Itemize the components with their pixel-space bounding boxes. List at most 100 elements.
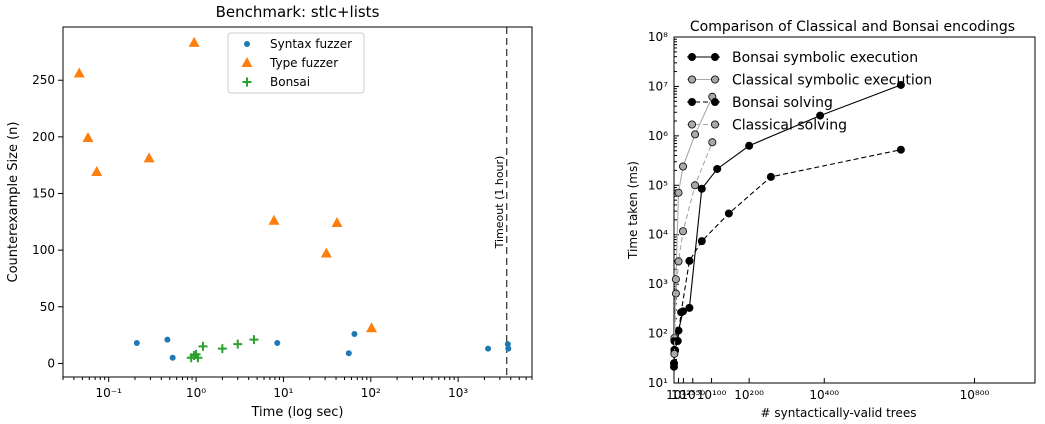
legend-label: Classical symbolic execution [732,73,932,89]
legend-marker [711,53,720,62]
bonsai-point [217,344,227,354]
legend-marker [241,57,253,67]
legend-marker [688,53,697,62]
type-fuzzer-point [320,247,332,258]
legend: Syntax fuzzer Type fuzzer Bonsai [227,32,365,94]
classical-symbolic-execution-point [674,188,683,197]
type-fuzzer-point [143,152,155,163]
bonsai-solving-point [677,308,686,317]
y-tick-label: 0 [47,356,55,370]
x-axis-label: Time (log sec) [251,405,344,420]
y-tick-label: 10⁶ [648,129,668,143]
type-fuzzer-point [366,322,378,333]
legend-marker [688,120,697,129]
classical-solving-point [671,289,680,298]
syntax-fuzzer-point [274,340,281,347]
legend-label: Bonsai [270,75,310,89]
classical-symbolic-execution-point [679,162,688,171]
syntax-fuzzer-point [485,345,492,352]
y-tick-label: 10³ [648,277,668,291]
bonsai-symbolic-execution-point [713,164,722,173]
legend-marker [688,98,697,107]
bonsai-solving-line [673,149,902,367]
bonsai-point [198,341,208,351]
bonsai-point [249,335,259,345]
type-fuzzer-point [82,132,94,143]
x-tick-label: 10¹² [666,388,691,402]
bonsai-symbolic-execution-point [896,80,905,89]
legend-marker [711,120,720,129]
legend-label: Bonsai solving [732,95,833,111]
x-tick-label: 10⁴⁰⁰ [809,388,839,402]
bonsai-solving-point [724,209,733,218]
classical-symbolic-execution-point [671,275,680,284]
x-tick-label: 10⁰ [186,386,206,400]
x-tick-label: 10³ [448,386,468,400]
syntax-fuzzer-point [169,354,176,361]
y-tick-label: 100 [32,243,55,257]
chart-title: Comparison of Classical and Bonsai encod… [690,19,1015,35]
syntax-fuzzer-point [504,341,511,348]
bonsai-symbolic-execution-point [685,303,694,312]
plot-frame [673,36,1036,384]
syntax-fuzzer-point [505,345,512,352]
legend-label: Syntax fuzzer [270,37,352,51]
legend-marker [242,77,252,87]
bonsai-symbolic-execution-point [745,141,754,150]
bonsai-solving-point [697,237,706,246]
bonsai-symbolic-execution-point [816,111,825,120]
classical-solving-point [708,138,717,147]
y-tick-label: 10⁸ [648,30,668,44]
type-fuzzer-point [73,67,85,78]
classical-solving-point [670,349,679,358]
syntax-fuzzer-point [351,330,358,337]
bonsai-point [233,339,243,349]
y-tick-label: 10⁴ [648,228,668,242]
legend-label: Type fuzzer [269,56,338,70]
legend-label: Classical solving [732,118,847,134]
data-lines [670,80,905,371]
legend-frame [227,32,365,94]
type-fuzzer-point [188,36,200,47]
x-tick-label: 10²⁰⁰ [734,388,764,402]
y-tick-label: 10¹ [648,376,668,390]
y-axis-label: Counterexample Size (n) [6,122,21,283]
bonsai-solving-point [685,256,694,265]
classical-symbolic-execution-point [691,130,700,139]
bonsai-point [193,353,203,363]
x-tick-label: 10¹ [273,386,293,400]
type-fuzzer-point [268,214,280,225]
legend-marker [244,41,250,47]
legend-label: Bonsai symbolic execution [732,50,918,66]
legend-marker [711,98,720,107]
bonsai-solving-point [896,145,905,154]
data-points [73,27,512,377]
x-tick-label: 10⁻¹ [95,386,122,400]
plot-frame [62,26,533,378]
legend: Bonsai symbolic execution Classical symbo… [687,50,932,134]
chart-title: Benchmark: stlc+lists [216,3,380,21]
syntax-fuzzer-point [164,336,171,343]
bonsai-solving-point [766,172,775,181]
y-tick-label: 10⁷ [648,79,668,93]
x-tick-label: 10⁸⁰⁰ [960,388,990,402]
type-fuzzer-point [331,216,343,227]
syntax-fuzzer-point [133,340,140,347]
y-tick-label: 10⁵ [648,178,668,192]
y-tick-label: 200 [32,130,55,144]
syntax-fuzzer-point [345,350,352,357]
legend-marker [711,75,720,84]
x-tick-label: 10²⁵ [671,388,696,402]
timeout-annotation: Timeout (1 hour) [493,156,506,250]
classical-solving-point [691,181,700,190]
bonsai-symbolic-execution-point [697,184,706,193]
y-tick-label: 150 [32,187,55,201]
y-tick-label: 50 [40,300,55,314]
y-tick-label: 10² [648,327,668,341]
x-tick-label: 10¹⁰⁰ [697,388,727,402]
x-tick-label: 10² [361,386,381,400]
classical-solving-line [673,142,713,354]
legend-marker [688,75,697,84]
